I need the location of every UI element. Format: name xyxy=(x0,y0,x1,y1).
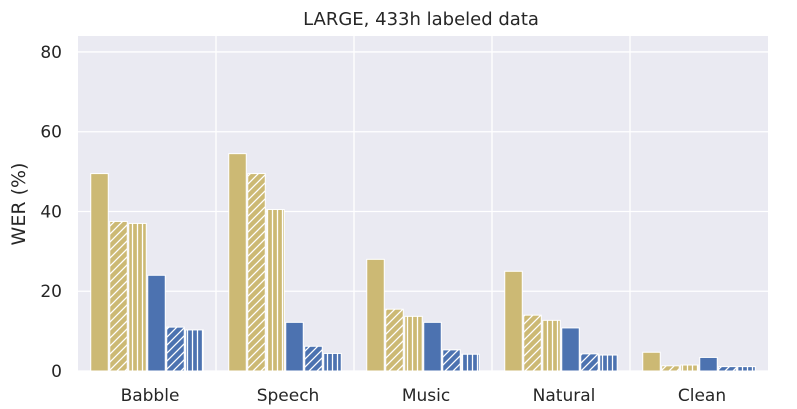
plot-area xyxy=(78,36,768,371)
bar-series-0-music xyxy=(366,258,385,372)
y-tick-label-3: 60 xyxy=(40,123,62,143)
bar-hatch-1-clean xyxy=(661,365,680,371)
bar-hatch-5-music xyxy=(461,354,480,371)
bar-series-0-clean xyxy=(642,351,661,372)
y-axis-label: WER (%) xyxy=(8,163,30,246)
x-tick-label-clean: Clean xyxy=(678,386,726,406)
y-tick-label-1: 20 xyxy=(40,282,62,302)
bars-group xyxy=(90,153,756,372)
bar-hatch-4-music xyxy=(442,349,461,371)
x-tick-label-natural: Natural xyxy=(533,386,596,406)
bar-series-0-natural xyxy=(504,270,523,372)
bar-hatch-5-clean xyxy=(737,366,756,371)
bar-hatch-2-music xyxy=(404,316,423,371)
bar-series-3-music xyxy=(423,321,442,372)
chart-title: LARGE, 433h labeled data xyxy=(303,9,539,30)
x-tick-label-speech: Speech xyxy=(257,386,320,406)
bar-hatch-1-speech xyxy=(247,173,266,371)
bar-hatch-2-natural xyxy=(542,320,561,371)
bar-hatch-1-babble xyxy=(109,221,128,371)
bar-hatch-4-clean xyxy=(718,366,737,371)
y-tick-labels: 0 20 40 60 80 xyxy=(40,43,62,382)
bar-series-3-babble xyxy=(147,274,166,372)
bar-hatch-2-speech xyxy=(266,209,285,371)
bar-series-3-natural xyxy=(561,327,580,372)
y-tick-label-2: 40 xyxy=(40,202,62,222)
x-tick-label-babble: Babble xyxy=(121,386,180,406)
x-tick-labels: Babble Speech Music Natural Clean xyxy=(121,386,727,406)
bar-hatch-1-natural xyxy=(523,315,542,371)
bar-series-3-speech xyxy=(285,321,304,372)
y-tick-label-0: 0 xyxy=(51,362,62,382)
bar-hatch-4-babble xyxy=(166,327,185,371)
bar-hatch-5-babble xyxy=(185,329,204,371)
bar-series-0-babble xyxy=(90,173,109,372)
bar-series-3-clean xyxy=(699,356,718,372)
bar-hatch-5-natural xyxy=(599,355,618,371)
bar-series-0-speech xyxy=(228,153,247,372)
x-tick-label-music: Music xyxy=(402,386,450,406)
bar-hatch-2-clean xyxy=(680,365,699,371)
bar-hatch-5-speech xyxy=(323,353,342,371)
bar-hatch-4-speech xyxy=(304,346,323,371)
bar-hatch-2-babble xyxy=(128,223,147,371)
y-tick-label-4: 80 xyxy=(40,43,62,63)
bar-hatch-1-music xyxy=(385,309,404,371)
bar-hatch-4-natural xyxy=(580,353,599,371)
